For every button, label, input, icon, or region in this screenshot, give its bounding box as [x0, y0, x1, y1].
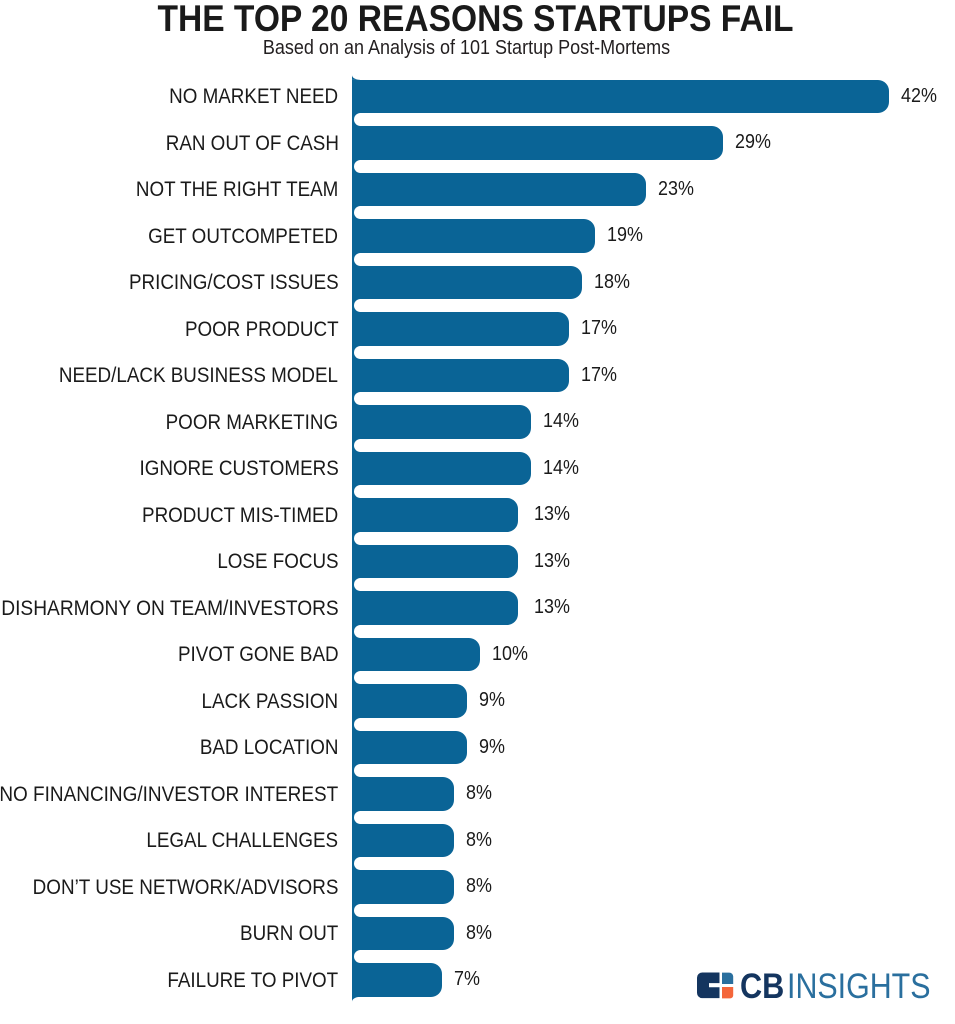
svg-text:INSIGHTS: INSIGHTS	[787, 967, 931, 1006]
svg-text:CB: CB	[740, 967, 784, 1006]
